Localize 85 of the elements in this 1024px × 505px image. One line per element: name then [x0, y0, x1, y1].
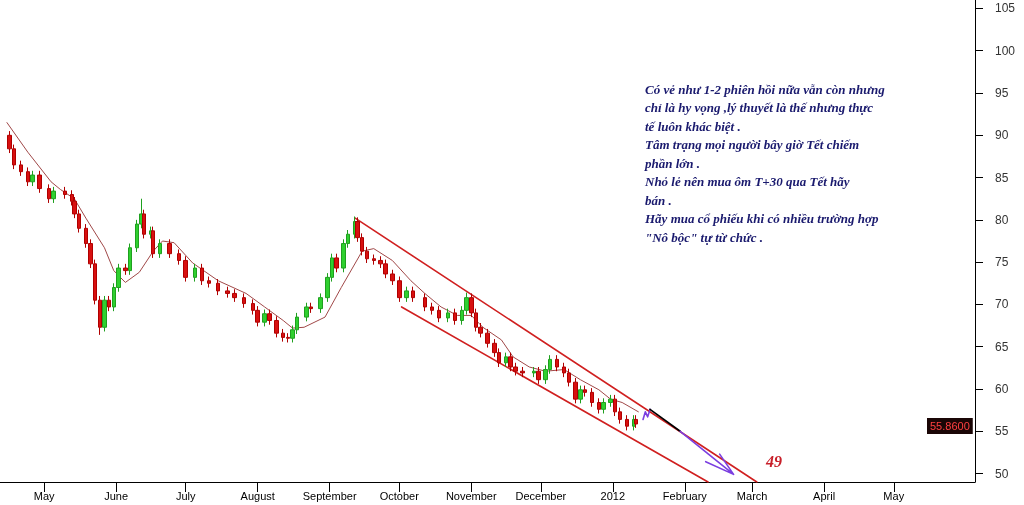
- y-tick-label: 50: [995, 466, 1009, 481]
- candlestick: [128, 243, 132, 276]
- y-tick-label: 75: [995, 255, 1009, 270]
- candlestick: [608, 394, 613, 408]
- x-tick-label: December: [515, 489, 567, 502]
- candlestick: [304, 302, 309, 322]
- y-tick-label: 60: [995, 381, 1009, 396]
- candlestick: [372, 254, 376, 266]
- candlestick: [578, 385, 583, 404]
- x-tick-label: June: [104, 489, 128, 502]
- x-tick-label: March: [736, 489, 768, 502]
- line-series: [642, 408, 651, 421]
- candlestick: [19, 160, 23, 177]
- candlestick: [625, 414, 629, 431]
- candlestick: [232, 288, 237, 303]
- candlestick: [536, 366, 541, 385]
- candlestick: [123, 263, 128, 276]
- candlestick: [520, 366, 525, 378]
- candlestick: [63, 186, 67, 200]
- y-tick-label: 70: [995, 297, 1009, 312]
- candlestick: [274, 315, 279, 338]
- candlestick: [601, 397, 606, 415]
- candlestick: [207, 276, 211, 289]
- x-tick-label: May: [33, 489, 55, 502]
- candlestick: [555, 354, 559, 372]
- candlestick: [453, 308, 457, 326]
- line-series: [679, 430, 735, 476]
- candlestick: [167, 238, 172, 259]
- y-tick-label: 90: [995, 128, 1009, 143]
- candlestick: [390, 269, 395, 286]
- candlestick: [573, 377, 578, 404]
- candlestick: [47, 183, 51, 204]
- candlestick: [583, 385, 587, 398]
- candlestick: [504, 352, 508, 368]
- x-tick-label: August: [240, 489, 275, 502]
- candlestick: [51, 186, 56, 204]
- candlestick: [37, 170, 42, 194]
- candlestick: [446, 308, 450, 323]
- candlestick: [107, 295, 111, 312]
- x-tick-label: April: [813, 489, 836, 502]
- x-tick-label: May: [883, 489, 905, 502]
- x-tick-label: July: [175, 489, 196, 502]
- y-tick-label: 80: [995, 212, 1009, 227]
- candlestick: [485, 328, 490, 349]
- x-tick-label: October: [379, 489, 420, 502]
- candlestick: [532, 366, 536, 378]
- candlestick: [334, 253, 339, 273]
- candlestick: [30, 170, 35, 187]
- annotation: 55.8600: [930, 420, 970, 432]
- line-series: [6, 122, 639, 413]
- y-tick-label: 95: [995, 86, 1009, 101]
- candlestick: [597, 397, 601, 415]
- candlestick: [242, 292, 246, 309]
- candlestick: [158, 238, 162, 259]
- candlestick: [26, 166, 30, 187]
- candlestick: [437, 305, 441, 323]
- candlestick: [267, 308, 272, 326]
- candlestick: [309, 302, 313, 314]
- x-tick-label: February: [662, 489, 708, 502]
- candlestick: [397, 276, 402, 303]
- candlestick: [183, 255, 188, 283]
- candlestick: [225, 286, 230, 299]
- candlestick: [430, 302, 434, 316]
- candlestick: [262, 308, 267, 327]
- candlestick: [404, 286, 409, 303]
- candlestick: [423, 292, 427, 312]
- x-tick-label: September: [302, 489, 357, 502]
- y-tick-label: 65: [995, 339, 1009, 354]
- candlestick: [102, 295, 107, 332]
- y-tick-label: 105: [995, 1, 1016, 16]
- y-tick-label: 55: [995, 424, 1009, 439]
- candlestick: [193, 263, 197, 283]
- y-tick-label: 100: [995, 43, 1016, 58]
- x-tick-label: November: [445, 489, 497, 502]
- candlestick: [177, 248, 181, 266]
- candlestick: [216, 278, 220, 296]
- candlestick: [411, 286, 415, 303]
- text: Có vẻ như 1-2 phiên hồi nữa vẫn còn nhưng chỉ là hy vọng ,lý thuyết là thế nhưng thực tế luôn khác biệt . Tâm trạng mọi người bây giờ Tết chiếm phần lớn . Nhỏ lẻ nên mua ôm T+30 qua Tết hãy bán . Hãy mua cổ phiếu khi có nhiều trường hợp "Nô bộc" tự từ chức .: [645, 81, 885, 245]
- candlestick: [200, 263, 204, 286]
- x-tick-label: 2012: [600, 489, 626, 502]
- candlestick: [318, 292, 323, 314]
- annotation: 49: [765, 452, 782, 470]
- candlestick: [142, 209, 146, 239]
- y-tick-label: 85: [995, 170, 1009, 185]
- candlestick: [590, 387, 594, 408]
